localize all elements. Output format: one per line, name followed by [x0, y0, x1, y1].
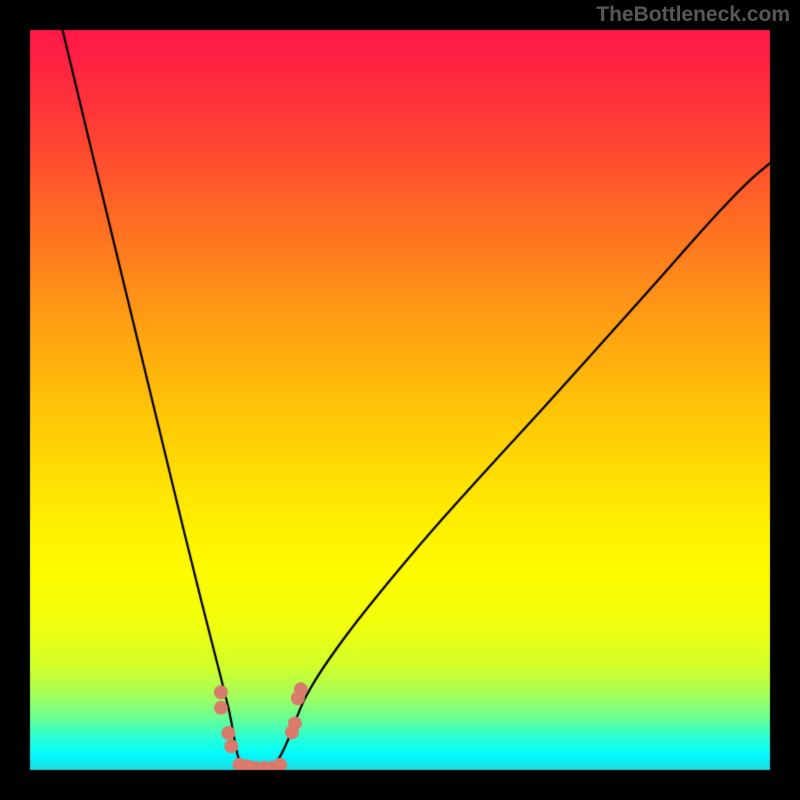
chart-container: TheBottleneck.com	[0, 0, 800, 800]
gradient-chart-canvas	[0, 0, 800, 800]
watermark-text: TheBottleneck.com	[596, 3, 790, 27]
